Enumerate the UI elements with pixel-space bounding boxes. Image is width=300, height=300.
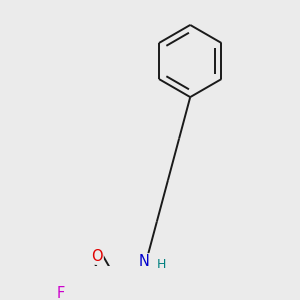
Text: H: H: [156, 258, 166, 271]
Text: F: F: [56, 286, 64, 300]
Text: N: N: [139, 254, 150, 269]
Text: O: O: [91, 249, 103, 264]
